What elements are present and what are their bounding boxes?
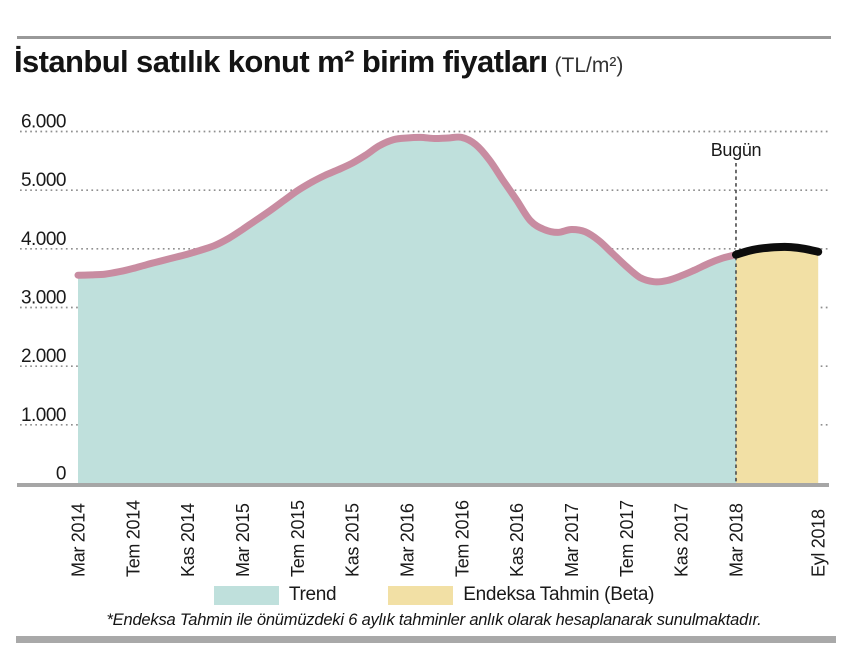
forecast-area — [736, 246, 819, 484]
x-axis-label: Kas 2015 — [343, 503, 363, 577]
y-axis-label-0: 0 — [56, 464, 66, 485]
x-axis-label: Tem 2014 — [123, 500, 143, 577]
trend-area — [78, 137, 736, 484]
x-axis-line — [17, 483, 829, 487]
legend-swatch-forecast — [388, 585, 454, 605]
y-axis-label-4000: 4.000 — [21, 229, 66, 250]
title-unit: (TL/m²) — [554, 54, 624, 77]
page-title: İstanbul satılık konut m² birim fiyatlar… — [14, 44, 623, 80]
y-axis-label-5000: 5.000 — [21, 170, 66, 191]
bottom-rule — [16, 636, 836, 643]
x-axis-label: Tem 2017 — [617, 500, 637, 577]
today-label: Bugün — [711, 140, 762, 160]
x-axis-label: Kas 2017 — [672, 503, 692, 577]
x-axis-label: Mar 2016 — [398, 503, 418, 577]
x-axis-label: Mar 2014 — [69, 503, 89, 577]
legend-label-forecast: Endeksa Tahmin (Beta) — [463, 584, 655, 605]
legend: Trend Endeksa Tahmin (Beta) — [0, 584, 868, 606]
top-rule — [17, 36, 831, 39]
footnote: *Endeksa Tahmin ile önümüzdeki 6 aylık t… — [106, 611, 762, 629]
y-axis-label-2000: 2.000 — [21, 346, 66, 367]
y-axis-label-3000: 3.000 — [21, 288, 66, 309]
x-axis-label: Mar 2015 — [233, 503, 253, 577]
legend-label-trend: Trend — [288, 584, 337, 605]
legend-swatch-trend — [213, 585, 279, 605]
x-axis-label: Kas 2014 — [178, 503, 198, 577]
x-axis-label: Mar 2018 — [727, 503, 747, 577]
x-axis-label: Kas 2016 — [507, 503, 527, 577]
x-axis-label: Tem 2016 — [452, 500, 472, 577]
x-axis-label: Mar 2017 — [562, 503, 582, 577]
x-axis-label: Eyl 2018 — [809, 509, 829, 577]
x-axis-label: Tem 2015 — [288, 500, 308, 577]
trend-line — [74, 133, 740, 286]
forecast-line — [732, 242, 823, 259]
title-text: İstanbul satılık konut m² birim fiyatlar… — [14, 44, 548, 79]
price-area-chart: 0 1.000 2.000 3.000 4.000 5.000 6.000 Mar 2014 T… — [17, 112, 829, 577]
y-axis-label-1000: 1.000 — [21, 405, 66, 426]
y-axis-label-6000: 6.000 — [21, 112, 66, 133]
